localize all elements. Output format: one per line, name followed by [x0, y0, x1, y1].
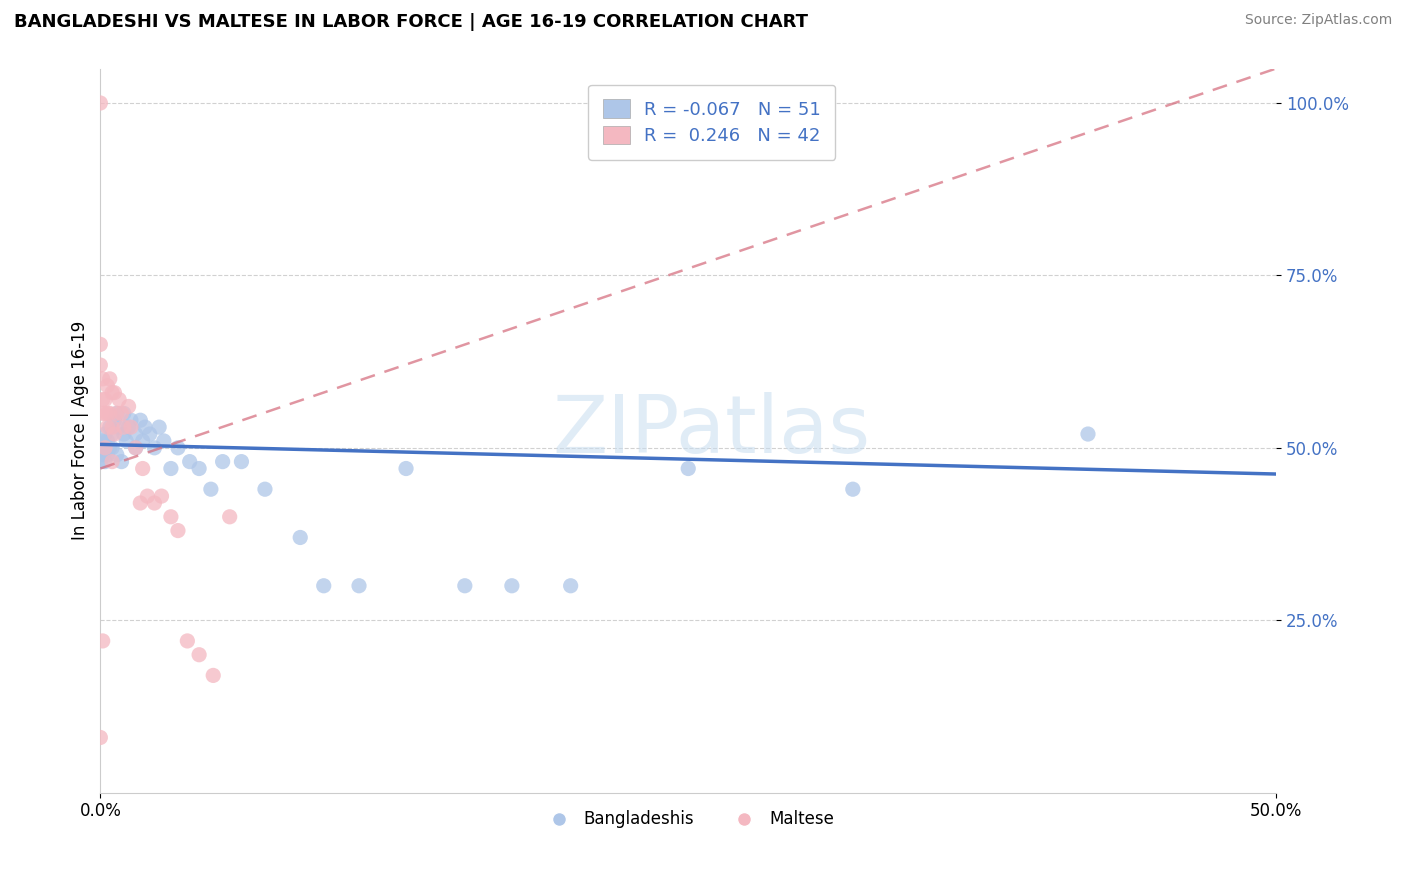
Point: [501, 579, 523, 593]
Point: [98, 372, 121, 386]
Point: [112, 427, 135, 442]
Point: [91, 406, 114, 420]
Point: [150, 489, 173, 503]
Point: [148, 420, 170, 434]
Legend: Bangladeshis, Maltese: Bangladeshis, Maltese: [536, 804, 841, 835]
Point: [98, 406, 121, 420]
Point: [290, 531, 312, 545]
Point: [98, 420, 121, 434]
Point: [129, 496, 152, 510]
Point: [253, 482, 276, 496]
Point: [89, 731, 111, 745]
Point: [91, 634, 114, 648]
Point: [91, 392, 114, 407]
Point: [211, 455, 233, 469]
Point: [143, 496, 166, 510]
Point: [179, 455, 201, 469]
Point: [91, 434, 114, 448]
Point: [94, 441, 117, 455]
Point: [312, 579, 335, 593]
Point: [188, 648, 211, 662]
Point: [101, 455, 124, 469]
Point: [91, 448, 114, 462]
Point: [94, 441, 117, 455]
Point: [202, 668, 225, 682]
Point: [112, 420, 135, 434]
Point: [89, 441, 111, 455]
Point: [110, 406, 132, 420]
Point: [676, 461, 699, 475]
Point: [103, 427, 125, 442]
Point: [91, 372, 114, 386]
Text: BANGLADESHI VS MALTESE IN LABOR FORCE | AGE 16-19 CORRELATION CHART: BANGLADESHI VS MALTESE IN LABOR FORCE | …: [14, 13, 808, 31]
Point: [98, 441, 121, 455]
Point: [136, 489, 159, 503]
Text: Source: ZipAtlas.com: Source: ZipAtlas.com: [1244, 13, 1392, 28]
Point: [160, 461, 183, 475]
Point: [94, 392, 117, 407]
Point: [94, 406, 117, 420]
Point: [138, 427, 160, 442]
Point: [131, 461, 153, 475]
Point: [89, 455, 111, 469]
Point: [117, 400, 139, 414]
Point: [89, 95, 111, 110]
Point: [842, 482, 865, 496]
Point: [115, 434, 138, 448]
Point: [454, 579, 477, 593]
Text: ZIPatlas: ZIPatlas: [553, 392, 870, 469]
Point: [395, 461, 418, 475]
Point: [94, 427, 117, 442]
Point: [96, 434, 118, 448]
Point: [91, 441, 114, 455]
Point: [176, 634, 198, 648]
Point: [124, 441, 146, 455]
Point: [129, 413, 152, 427]
Point: [101, 385, 124, 400]
Point: [103, 413, 125, 427]
Point: [94, 455, 117, 469]
Point: [108, 420, 131, 434]
Point: [1077, 427, 1099, 442]
Y-axis label: In Labor Force | Age 16-19: In Labor Force | Age 16-19: [72, 321, 89, 541]
Point: [218, 509, 240, 524]
Point: [110, 455, 132, 469]
Point: [105, 406, 128, 420]
Point: [143, 441, 166, 455]
Point: [131, 434, 153, 448]
Point: [160, 509, 183, 524]
Point: [101, 420, 124, 434]
Point: [96, 420, 118, 434]
Point: [89, 358, 111, 372]
Point: [188, 461, 211, 475]
Point: [124, 441, 146, 455]
Point: [105, 448, 128, 462]
Point: [96, 378, 118, 392]
Point: [108, 392, 131, 407]
Point: [112, 406, 135, 420]
Point: [167, 524, 190, 538]
Point: [101, 427, 124, 442]
Point: [101, 441, 124, 455]
Point: [153, 434, 176, 448]
Point: [120, 420, 142, 434]
Point: [96, 448, 118, 462]
Point: [167, 441, 190, 455]
Point: [134, 420, 156, 434]
Point: [105, 406, 128, 420]
Point: [231, 455, 253, 469]
Point: [117, 420, 139, 434]
Point: [89, 337, 111, 351]
Point: [347, 579, 370, 593]
Point: [103, 385, 125, 400]
Point: [560, 579, 582, 593]
Point: [124, 427, 146, 442]
Point: [96, 406, 118, 420]
Point: [120, 413, 142, 427]
Point: [200, 482, 222, 496]
